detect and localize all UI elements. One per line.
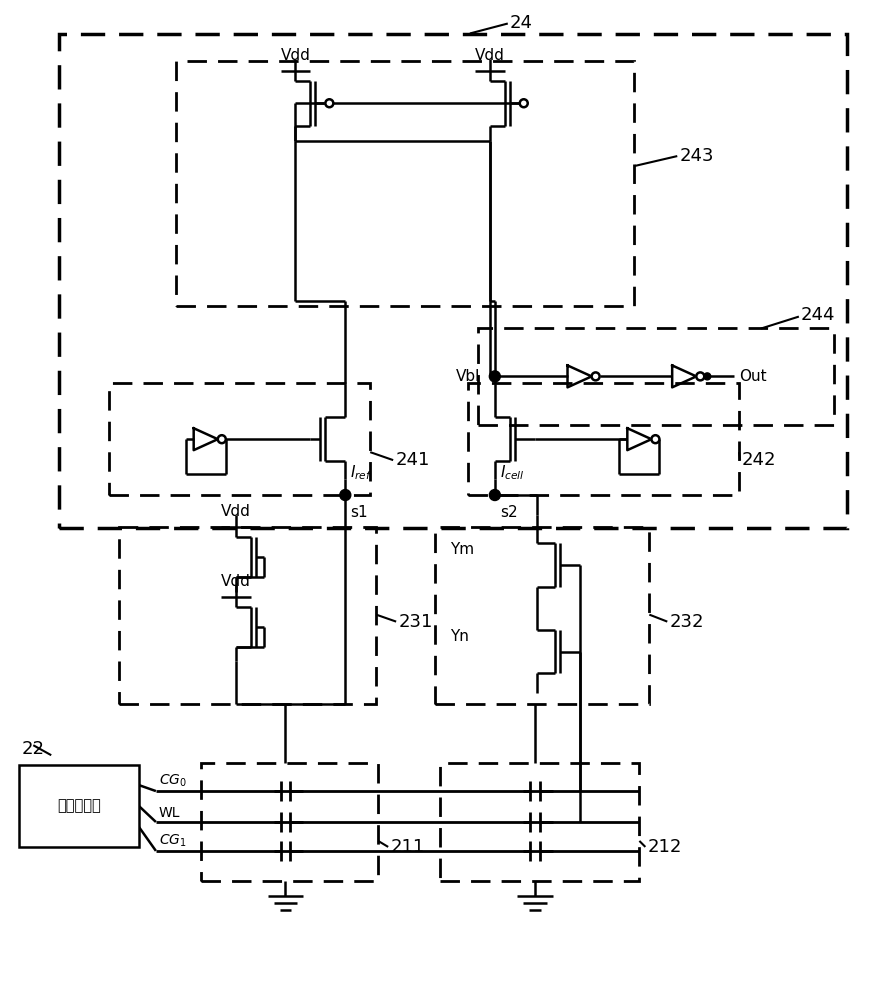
Text: $CG_0$: $CG_0$ (159, 773, 187, 789)
Text: 24: 24 (509, 14, 532, 32)
FancyBboxPatch shape (19, 765, 139, 847)
Text: 212: 212 (648, 838, 681, 856)
Text: $CG_1$: $CG_1$ (159, 833, 187, 849)
Text: Out: Out (739, 369, 766, 384)
Circle shape (592, 372, 600, 380)
Circle shape (520, 99, 528, 107)
Text: s1: s1 (350, 505, 368, 520)
Text: Ym: Ym (450, 542, 474, 557)
Text: WL: WL (159, 806, 181, 820)
Text: 232: 232 (669, 613, 703, 631)
Circle shape (489, 490, 501, 500)
Text: s2: s2 (500, 505, 517, 520)
Circle shape (340, 490, 351, 500)
Text: 243: 243 (680, 147, 714, 165)
Text: 22: 22 (22, 740, 45, 758)
Circle shape (325, 99, 333, 107)
Text: 行译码电路: 行译码电路 (58, 799, 101, 814)
Circle shape (696, 372, 704, 380)
Text: 211: 211 (390, 838, 424, 856)
Circle shape (651, 435, 659, 443)
Circle shape (218, 435, 226, 443)
Text: 244: 244 (801, 306, 835, 324)
Text: Vdd: Vdd (281, 48, 310, 63)
Circle shape (489, 371, 501, 382)
Text: 231: 231 (398, 613, 432, 631)
Text: Vdd: Vdd (221, 574, 251, 589)
Text: Yn: Yn (450, 629, 469, 644)
Text: Vbl: Vbl (455, 369, 480, 384)
Text: $I_{ref}$: $I_{ref}$ (350, 464, 373, 482)
Text: 241: 241 (395, 451, 430, 469)
Text: 242: 242 (742, 451, 776, 469)
Text: $I_{cell}$: $I_{cell}$ (500, 464, 525, 482)
Text: Vdd: Vdd (221, 504, 251, 519)
Text: Vdd: Vdd (475, 48, 505, 63)
Circle shape (703, 373, 711, 380)
